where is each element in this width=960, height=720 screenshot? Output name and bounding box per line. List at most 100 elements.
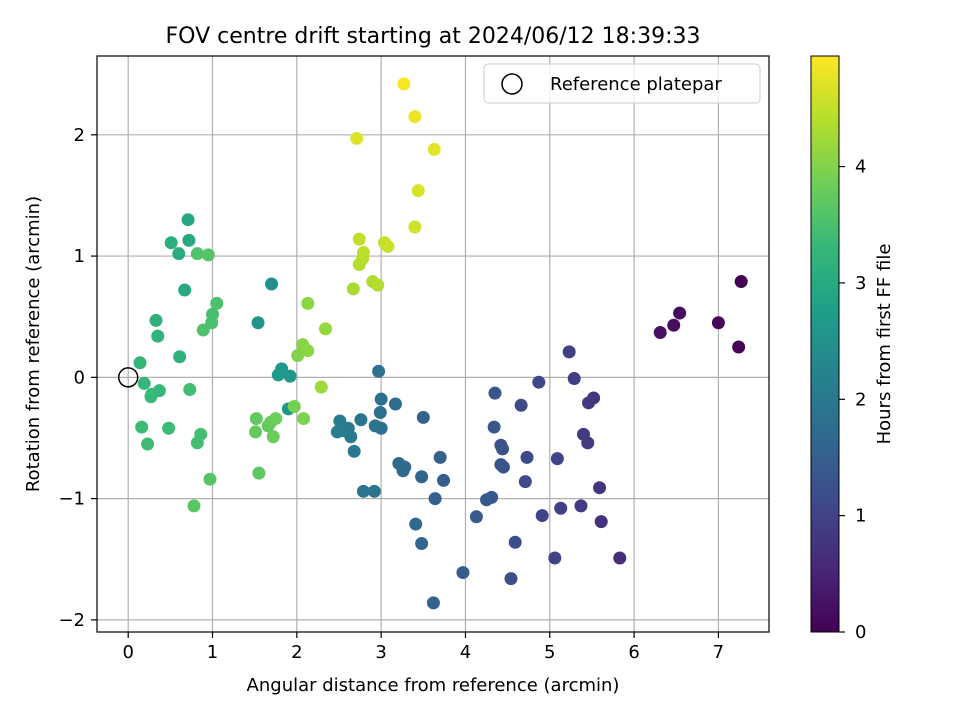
data-point bbox=[356, 245, 370, 259]
data-point bbox=[352, 232, 366, 246]
data-point bbox=[172, 247, 186, 261]
data-point bbox=[673, 306, 687, 320]
x-tick-label: 3 bbox=[375, 642, 386, 663]
reference-platepar-point bbox=[117, 367, 139, 388]
x-axis-label: Angular distance from reference (arcmin) bbox=[247, 675, 620, 696]
data-point bbox=[368, 419, 382, 433]
data-point bbox=[371, 278, 385, 292]
data-point bbox=[518, 475, 532, 489]
data-point bbox=[141, 437, 155, 451]
data-point bbox=[392, 456, 406, 470]
data-point bbox=[577, 427, 591, 441]
data-point bbox=[356, 484, 370, 498]
data-point bbox=[190, 247, 204, 261]
data-point bbox=[333, 414, 347, 428]
data-point bbox=[162, 421, 176, 435]
data-point bbox=[548, 551, 562, 565]
data-point bbox=[181, 213, 195, 227]
data-point bbox=[149, 313, 163, 327]
data-point bbox=[350, 131, 364, 145]
data-point bbox=[346, 282, 360, 296]
data-point bbox=[203, 472, 217, 486]
data-point bbox=[496, 460, 510, 474]
data-point bbox=[582, 396, 596, 410]
data-point bbox=[554, 501, 568, 515]
data-point bbox=[201, 248, 215, 262]
data-point bbox=[301, 296, 315, 310]
data-point bbox=[408, 110, 422, 124]
data-point bbox=[205, 316, 219, 330]
data-point bbox=[297, 412, 311, 426]
colorbar bbox=[810, 55, 840, 633]
colorbar-tick-label: 0 bbox=[855, 622, 866, 643]
data-point bbox=[504, 572, 518, 586]
data-point bbox=[381, 239, 395, 253]
data-point bbox=[347, 444, 361, 458]
legend: Reference platepar bbox=[483, 63, 761, 104]
data-point bbox=[550, 452, 564, 466]
data-point bbox=[265, 277, 279, 291]
data-point bbox=[487, 420, 501, 434]
data-point bbox=[287, 399, 301, 413]
colorbar-ticks: 0 1 2 3 4 bbox=[839, 157, 866, 643]
data-point bbox=[252, 466, 266, 480]
data-point bbox=[456, 566, 470, 580]
y-tick-label: 2 bbox=[74, 125, 85, 146]
data-point bbox=[196, 323, 210, 337]
data-point bbox=[251, 316, 265, 330]
data-point bbox=[508, 535, 522, 549]
data-point bbox=[488, 386, 502, 400]
x-tick-label: 5 bbox=[544, 642, 555, 663]
data-points bbox=[133, 77, 748, 610]
legend-box bbox=[483, 63, 761, 104]
data-point bbox=[469, 510, 483, 524]
data-point bbox=[367, 484, 381, 498]
y-axis-ticks: −2 −1 0 1 2 bbox=[58, 125, 97, 631]
axes-frame bbox=[96, 55, 770, 633]
data-point bbox=[283, 369, 297, 383]
data-point bbox=[496, 442, 510, 456]
data-point bbox=[249, 412, 263, 426]
colorbar-tick-label: 1 bbox=[855, 506, 866, 527]
data-point bbox=[291, 349, 305, 363]
data-point bbox=[532, 375, 546, 389]
x-tick-label: 7 bbox=[713, 642, 724, 663]
y-axis-label: Rotation from reference (arcmin) bbox=[23, 196, 44, 492]
data-point bbox=[415, 536, 429, 550]
data-point bbox=[133, 356, 147, 370]
data-point bbox=[271, 368, 285, 382]
x-tick-label: 2 bbox=[291, 642, 302, 663]
data-point bbox=[173, 350, 187, 364]
data-point bbox=[249, 425, 263, 439]
data-point bbox=[416, 410, 430, 424]
colorbar-label: Hours from first FF file bbox=[874, 244, 895, 445]
data-point bbox=[137, 376, 151, 390]
data-point bbox=[409, 517, 423, 531]
data-point bbox=[653, 325, 667, 339]
data-point bbox=[301, 344, 315, 358]
chart-title: FOV centre drift starting at 2024/06/12 … bbox=[166, 24, 701, 49]
colorbar-tick-label: 3 bbox=[855, 273, 866, 294]
data-point bbox=[732, 340, 746, 354]
data-point bbox=[667, 318, 681, 332]
data-point bbox=[415, 470, 429, 484]
data-point bbox=[314, 380, 328, 394]
y-tick-label: −2 bbox=[58, 610, 85, 631]
data-point bbox=[210, 296, 224, 310]
data-point bbox=[372, 364, 386, 378]
y-tick-label: 1 bbox=[74, 246, 85, 267]
x-axis-ticks: 0 1 2 3 4 5 6 7 bbox=[122, 632, 724, 663]
data-point bbox=[330, 425, 344, 439]
data-point bbox=[187, 499, 201, 513]
data-point bbox=[514, 398, 528, 412]
data-point bbox=[593, 481, 607, 495]
x-tick-label: 4 bbox=[460, 642, 471, 663]
colorbar-tick-label: 4 bbox=[855, 157, 866, 178]
data-point bbox=[354, 413, 368, 427]
data-point bbox=[520, 450, 534, 464]
data-point bbox=[182, 233, 196, 247]
data-point bbox=[144, 390, 158, 404]
data-point bbox=[562, 345, 576, 359]
data-point bbox=[151, 329, 165, 343]
data-point bbox=[373, 406, 387, 420]
